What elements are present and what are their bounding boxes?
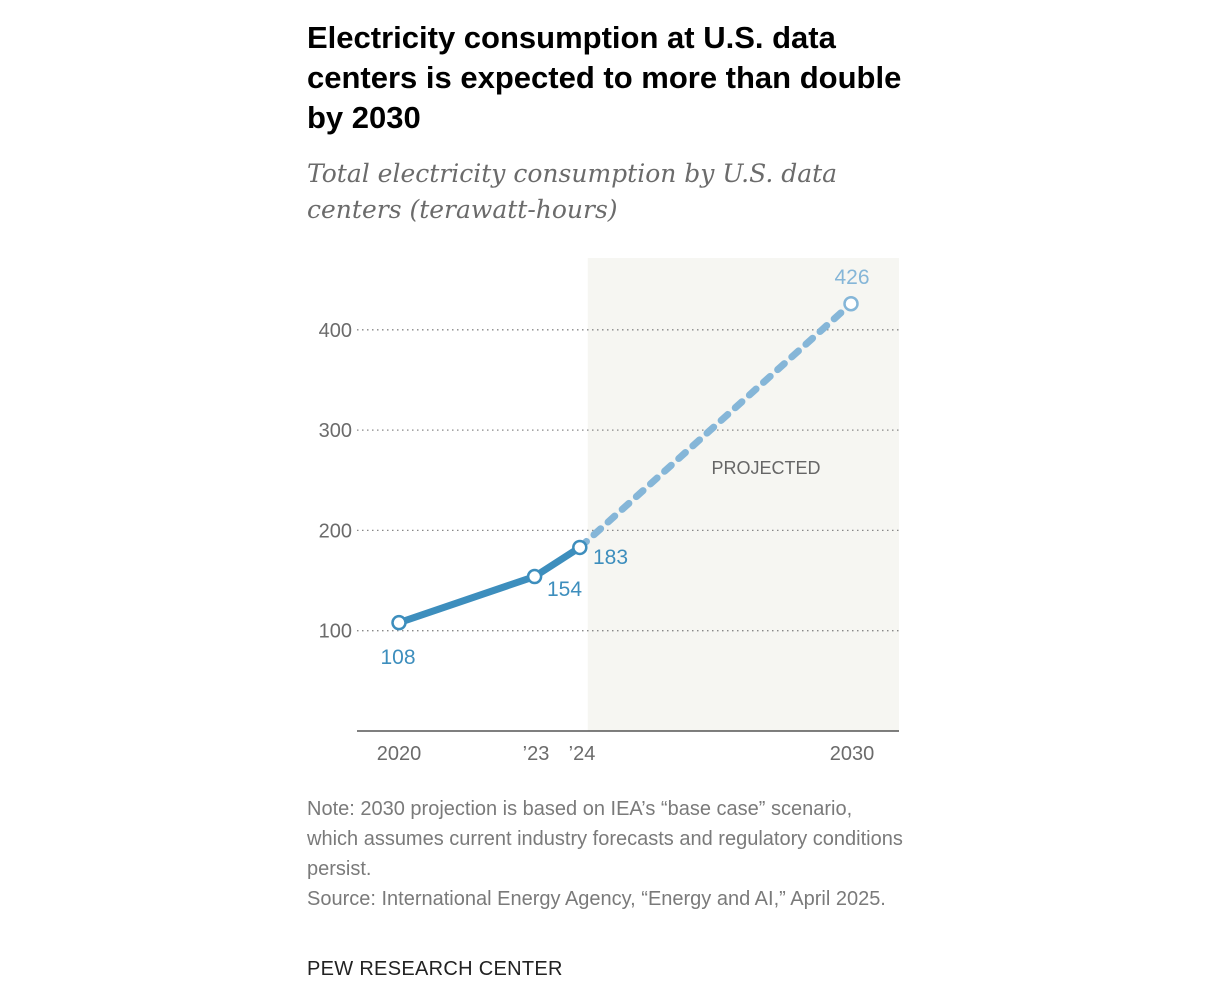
y-tick-label: 200 (319, 520, 352, 542)
data-point (391, 614, 407, 631)
x-tick-label: 2020 (377, 743, 422, 765)
data-point (843, 295, 859, 312)
note-text: Note: 2030 projection is based on IEA’s … (307, 798, 903, 880)
projected-label: PROJECTED (711, 458, 820, 478)
data-label: 108 (380, 646, 415, 669)
y-tick-label: 400 (319, 320, 352, 342)
y-tick-label: 300 (319, 420, 352, 442)
data-label: 426 (834, 266, 869, 289)
data-label: 154 (547, 578, 582, 601)
x-tick-label: ’23 (523, 743, 550, 765)
projected-line (576, 300, 855, 551)
notes: Note: 2030 projection is based on IEA’s … (307, 794, 907, 914)
data-label: 183 (593, 546, 628, 569)
x-tick-label: 2030 (830, 743, 875, 765)
y-tick-label: 100 (319, 621, 352, 643)
chart-title: Electricity consumption at U.S. data cen… (307, 20, 902, 135)
data-point (526, 568, 543, 585)
chart-subtitle: Total electricity consumption by U.S. da… (307, 159, 838, 224)
x-tick-label: ’24 (569, 743, 596, 765)
source-text: Source: International Energy Agency, “En… (307, 888, 886, 910)
brand-logo-text: PEW RESEARCH CENTER (307, 958, 563, 980)
data-point (572, 539, 588, 556)
